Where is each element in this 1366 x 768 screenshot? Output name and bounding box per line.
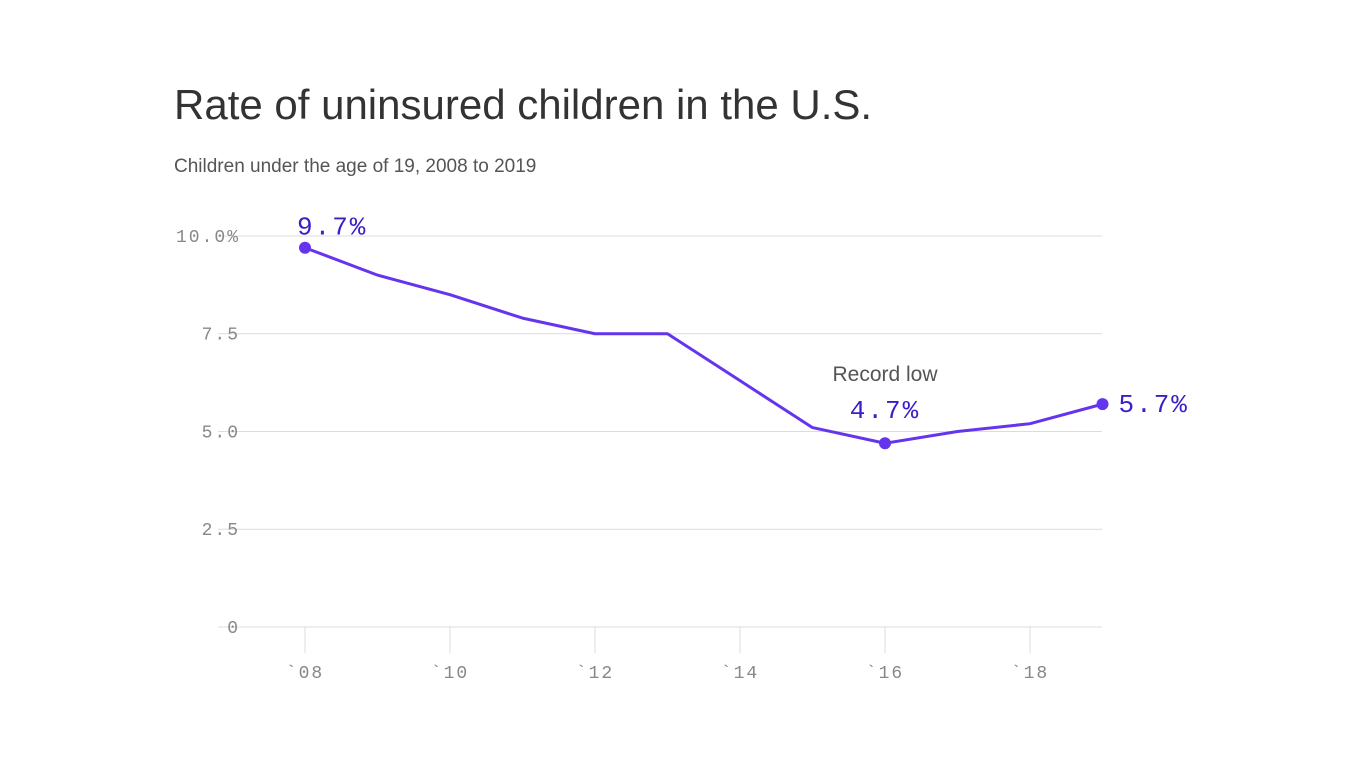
chart-subtitle: Children under the age of 19, 2008 to 20… [174,156,536,177]
value-label: 5.7% [1119,390,1189,420]
x-tick-label: `12 [576,664,614,684]
x-tick-label: `08 [286,664,324,684]
value-label: 9.7% [297,213,367,243]
y-tick-label: 2.5 [202,521,240,541]
annotation: Record low [832,363,938,386]
x-tick-label: `10 [431,664,469,684]
y-tick-label: 7.5 [202,326,240,346]
point [299,241,311,254]
point [879,437,891,450]
value-label: 4.7% [850,396,920,426]
point [1096,398,1109,411]
y-tick-label: 5.0 [202,423,240,443]
y-tick-label: 10.0% [176,228,240,248]
chart-title: Rate of uninsured children in the U.S. [174,81,872,128]
x-tick-label: `18 [1011,664,1049,684]
x-tick-label: `16 [866,664,904,684]
y-tick-label: 0 [227,619,240,639]
x-tick-label: `14 [721,664,759,684]
line [304,246,1103,445]
